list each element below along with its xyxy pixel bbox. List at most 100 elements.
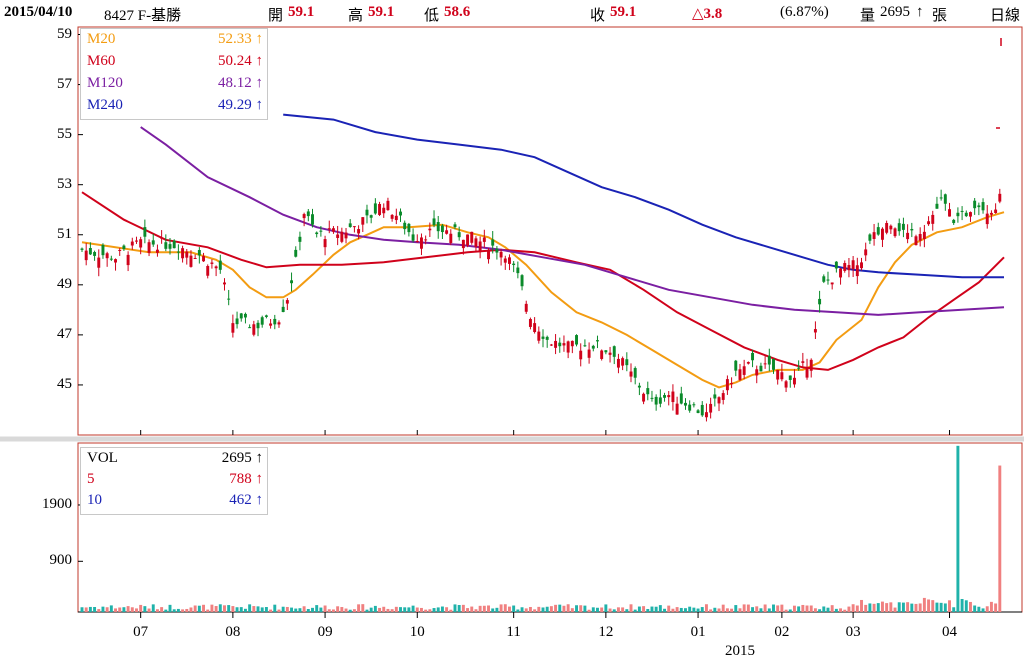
candle-body — [235, 318, 239, 325]
volume-bar — [960, 598, 964, 612]
open-label: 開 — [268, 8, 284, 24]
volume-bar — [273, 604, 277, 612]
volume-bar — [415, 607, 419, 612]
volume-bar — [746, 604, 750, 612]
volume-bar — [105, 607, 109, 612]
candle-body — [453, 224, 457, 228]
candle-body — [893, 228, 897, 237]
x-tick-label: 08 — [225, 624, 241, 640]
volume-bar — [394, 606, 398, 612]
volume-bar — [927, 599, 931, 612]
candle-body — [943, 194, 947, 204]
legend-m240-name: M240 — [87, 97, 123, 113]
candle-body — [419, 237, 423, 249]
volume-bar — [759, 608, 763, 612]
volume-bar — [948, 600, 951, 612]
candle-body — [792, 377, 796, 385]
volume-bar — [772, 604, 775, 612]
candle-body — [650, 397, 654, 399]
candle-body — [805, 367, 809, 378]
candle-body — [633, 368, 637, 378]
volume-bar — [784, 609, 788, 612]
candle-body — [562, 343, 566, 346]
volume-bar — [776, 605, 780, 612]
volume-bar — [93, 607, 97, 612]
candle-body — [855, 265, 859, 277]
candle-body — [118, 249, 122, 251]
quote-date: 2015/04/10 — [4, 4, 73, 20]
volume-bar — [780, 604, 784, 612]
candle-body — [608, 352, 612, 355]
candle-body — [424, 239, 428, 241]
stock-name: 8427 F-基勝 — [104, 8, 182, 24]
candle-body — [243, 313, 247, 318]
candle-body — [994, 209, 998, 214]
candle-body — [629, 371, 633, 377]
candle-body — [725, 379, 729, 391]
candle-body — [952, 219, 956, 224]
candle-body — [910, 229, 914, 231]
candle-body — [780, 372, 784, 380]
candle-body — [139, 239, 143, 248]
ma-line-m20 — [81, 211, 1005, 389]
volume-bar — [901, 602, 905, 612]
candle-body — [508, 257, 511, 264]
volume-bar — [537, 606, 541, 612]
candle-body — [260, 317, 264, 325]
candle-body — [97, 257, 101, 268]
candle-body — [445, 230, 449, 234]
volume-bar — [206, 609, 210, 612]
candle-body — [428, 228, 432, 231]
volume-bar — [939, 602, 943, 612]
candle-body — [763, 363, 767, 365]
volume-bar — [872, 603, 876, 612]
candle-body — [331, 228, 335, 232]
volume-bar — [340, 607, 344, 612]
volume-bar — [466, 608, 470, 612]
price-legend: M20 52.33 ↑ M60 50.24 ↑ M120 48.12 ↑ M24… — [80, 28, 268, 120]
candle-body — [172, 240, 176, 249]
candle-body — [918, 234, 922, 241]
candle-body — [734, 360, 738, 371]
legend-m120-name: M120 — [87, 75, 123, 91]
legend-ma5-value: 788 — [229, 471, 252, 487]
volume-bar — [864, 604, 868, 612]
volume-bar — [97, 609, 101, 612]
candle-body — [436, 222, 440, 232]
candle-body — [717, 397, 721, 404]
volume-bar — [457, 605, 461, 612]
volume-bar — [994, 603, 998, 612]
volume-bar — [730, 608, 734, 612]
candle-body — [499, 251, 503, 258]
change-percent: (6.87%) — [780, 4, 829, 20]
volume-bar — [637, 606, 641, 612]
volume-bar — [633, 609, 637, 612]
candle-body — [399, 211, 402, 216]
candle-body — [248, 327, 252, 329]
candle-body — [449, 233, 453, 243]
candle-body — [164, 242, 168, 249]
candle-body — [834, 261, 838, 269]
volume-bar — [411, 605, 415, 612]
candle-body — [277, 322, 281, 325]
candle-body — [663, 395, 667, 398]
legend-m60-value: 50.24 — [218, 53, 252, 69]
price-plot-frame — [77, 26, 1023, 436]
volume-bar — [491, 608, 495, 612]
volume-bar — [487, 605, 490, 612]
volume-bar — [352, 609, 356, 612]
candle-body — [818, 298, 822, 305]
volume-bar — [482, 605, 486, 612]
volume-bar — [101, 606, 105, 612]
change-value: △3.8 — [692, 6, 723, 22]
candle-body — [264, 315, 268, 317]
high-label: 高 — [348, 8, 364, 24]
volume-bar — [336, 606, 340, 612]
candle-body — [784, 381, 788, 388]
candle-body — [528, 319, 532, 327]
candle-body — [872, 232, 876, 239]
candle-body — [285, 300, 289, 304]
candle-body — [122, 245, 126, 250]
volume-bar — [851, 604, 855, 612]
